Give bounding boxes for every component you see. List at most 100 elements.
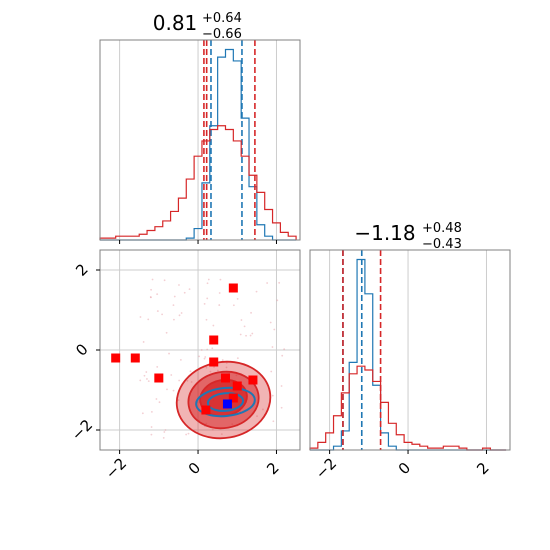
sample-point [205,318,208,321]
sample-point [218,304,221,306]
sample-point [179,358,182,361]
red-square-marker [220,373,230,383]
sample-point [256,415,258,418]
sample-point [178,284,180,286]
x-tick-label: 0 [395,459,414,478]
red-square-marker [209,357,219,367]
sample-point [221,359,224,361]
sample-point [178,379,181,382]
sample-point [273,328,276,331]
sample-point [276,299,279,302]
sample-point [271,346,274,348]
sample-point [262,408,264,411]
sample-point [280,406,283,409]
red-square-marker [130,353,140,363]
sample-point [139,379,142,382]
sample-point [232,304,235,307]
sample-point [283,348,286,351]
sample-point [165,331,168,334]
sample-point [245,334,247,337]
sample-point [271,394,274,397]
sample-point [204,356,207,358]
sample-point [236,297,239,300]
sample-point [145,371,148,373]
red-square-marker [248,375,258,385]
sample-point [173,295,176,298]
sample-point [213,366,215,368]
sample-point [147,380,150,382]
sample-point [156,366,159,368]
x-tick-label: 2 [473,459,492,478]
red-square-marker [154,373,164,383]
sample-point [150,433,153,436]
sample-point [155,398,158,400]
sample-point [211,347,214,350]
x-tick-label: −2 [312,454,340,482]
sample-point [147,318,150,321]
y-tick-label: 0 [72,340,91,359]
red-square-marker [232,381,242,391]
sample-point [249,334,252,337]
sample-point [187,432,190,435]
sample-point [142,341,145,343]
histogram-series-red [99,125,297,240]
sample-point [240,319,243,321]
sample-point [156,310,159,312]
sample-point [139,316,142,318]
sample-point [149,296,152,298]
sample-point [250,311,252,314]
title-param2-minus: −0.43 [422,237,462,252]
sample-point [269,321,272,324]
title-param2-plus: +0.48 [422,221,462,236]
sample-point [151,278,154,281]
sample-point [183,291,186,294]
sample-point [163,279,166,282]
sample-point [163,431,166,433]
sample-point [225,366,228,369]
sample-point [150,288,152,291]
red-square-marker [228,393,238,403]
sample-point [236,357,239,360]
sample-point [150,426,153,428]
sample-point [205,366,208,369]
sample-point [156,293,159,296]
sample-point [211,428,214,431]
sample-point [143,374,146,377]
sample-point [178,314,181,317]
sample-point [200,349,203,351]
sample-point [180,312,183,314]
blue-square-marker [222,399,232,409]
red-square-marker [228,283,238,293]
sample-point [270,370,273,373]
sample-point [266,282,269,284]
sample-point [150,410,153,413]
sample-point [190,381,193,383]
sample-point [251,332,254,335]
marginal-panel-param2: −2 0 2 [309,249,511,483]
sample-point [173,318,175,321]
title-param1-plus: +0.64 [202,11,242,26]
sample-point [220,433,223,436]
red-square-marker [209,335,219,345]
sample-point [166,388,168,391]
sample-point [243,325,246,328]
sample-point [146,378,148,380]
sample-point [280,385,283,387]
sample-point [206,297,209,300]
sample-point [207,278,210,281]
sample-point [186,379,189,382]
sample-point [209,370,212,373]
sample-point [189,370,192,373]
blue-contour-level-1 [195,386,256,418]
sample-point [239,333,242,336]
blue-contour-level-2 [206,392,245,412]
sample-point [206,282,209,285]
sample-point [272,420,275,423]
y-tick-label: −2 [68,416,96,444]
title-param1-median: 0.81 [153,11,198,35]
sample-point [168,352,170,355]
red-square-marker [111,353,121,363]
y-tick-label: 2 [72,260,91,279]
sample-point [255,290,258,293]
